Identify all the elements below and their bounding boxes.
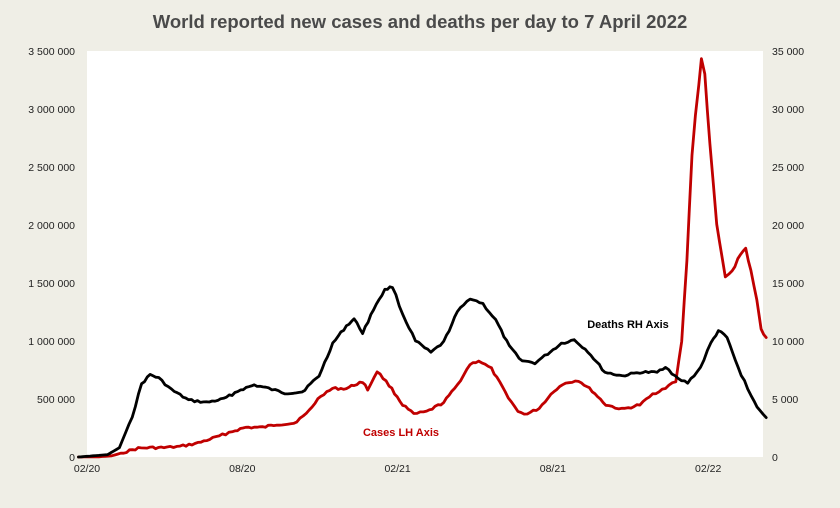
y-right-tick-label: 30 000 [772, 104, 804, 116]
y-left-tick-label: 1 000 000 [28, 336, 75, 348]
x-tick-label: 02/21 [384, 463, 410, 475]
x-tick-label: 08/21 [540, 463, 566, 475]
x-tick-label: 02/22 [695, 463, 721, 475]
series-layer [77, 57, 768, 459]
y-right-tick-label: 10 000 [772, 336, 804, 348]
deaths-annotation: Deaths RH Axis [587, 319, 669, 331]
x-axis: 02/20 08/20 02/21 08/21 02/22 [74, 463, 722, 475]
y-right-tick-label: 5 000 [772, 394, 798, 406]
cases-annotation: Cases LH Axis [363, 427, 439, 439]
plot-area [87, 51, 763, 457]
x-tick-label: 08/20 [229, 463, 255, 475]
cases-series-line [77, 57, 768, 459]
y-left-tick-label: 0 [69, 452, 75, 464]
y-axis-right: 0 5 000 10 000 15 000 20 000 25 000 30 000 35 0… [772, 46, 804, 464]
y-left-tick-label: 2 500 000 [28, 162, 75, 174]
y-right-tick-label: 15 000 [772, 278, 804, 290]
x-tick-label: 02/20 [74, 463, 100, 475]
y-left-tick-label: 3 500 000 [28, 46, 75, 58]
deaths-series-line [77, 285, 768, 459]
y-left-tick-label: 1 500 000 [28, 278, 75, 290]
y-left-tick-label: 3 000 000 [28, 104, 75, 116]
y-right-tick-label: 35 000 [772, 46, 804, 58]
y-left-tick-label: 2 000 000 [28, 220, 75, 232]
y-axis-left: 0 500 000 1 000 000 1 500 000 2 000 000 2 500… [28, 46, 75, 464]
y-left-tick-label: 500 000 [37, 394, 75, 406]
y-right-tick-label: 0 [772, 452, 778, 464]
y-right-tick-label: 25 000 [772, 162, 804, 174]
chart-title: World reported new cases and deaths per … [153, 11, 688, 32]
y-right-tick-label: 20 000 [772, 220, 804, 232]
